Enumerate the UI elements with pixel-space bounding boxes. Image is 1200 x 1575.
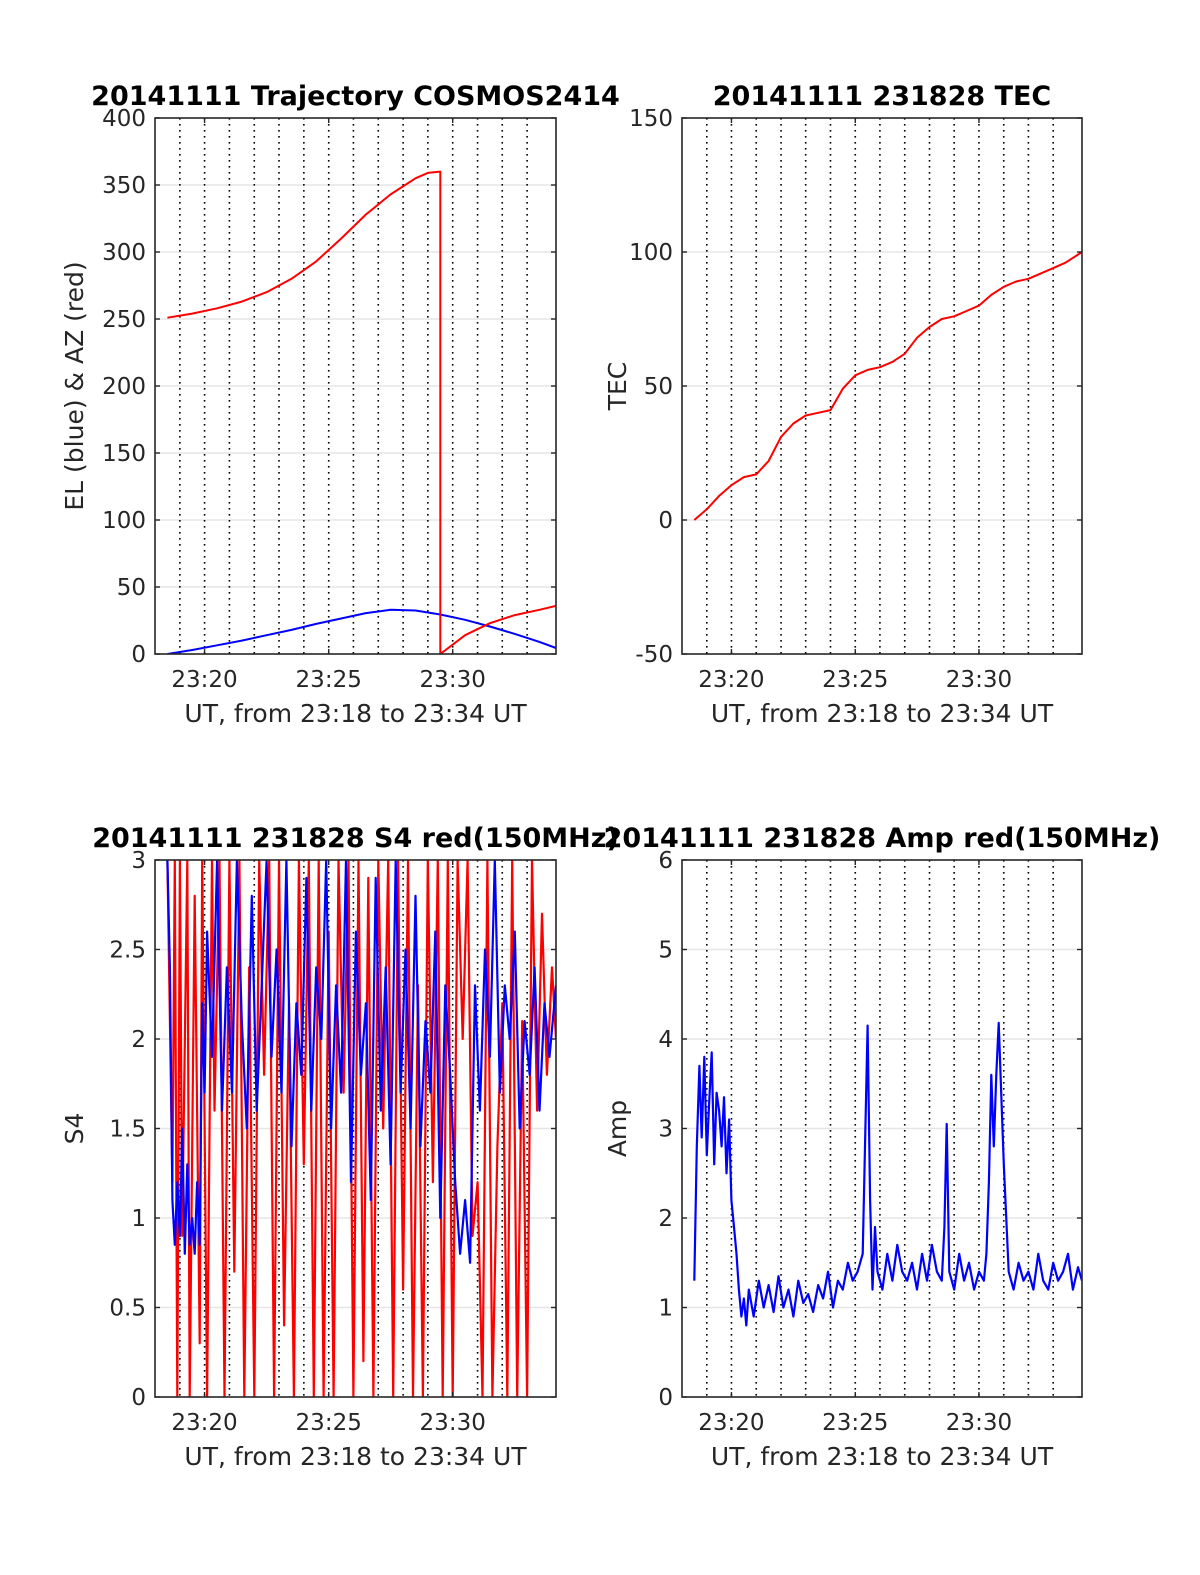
y-tick-label: 150 [629, 106, 673, 132]
y-tick-label: 150 [102, 441, 146, 467]
trajectory-plot: 20141111 Trajectory COSMOS2414 UT, from … [60, 81, 620, 728]
x-axis-label: UT, from 23:18 to 23:34 UT [711, 699, 1054, 728]
x-tick-label: 23:20 [171, 667, 237, 693]
y-tick-label: 1.5 [109, 1117, 146, 1143]
y-axis-label: EL (blue) & AZ (red) [60, 261, 89, 510]
x-tick-label: 23:30 [946, 667, 1012, 693]
plot-title: 20141111 231828 Amp red(150MHz) [604, 823, 1161, 854]
y-tick-label: 200 [102, 374, 146, 400]
x-axis-label: UT, from 23:18 to 23:34 UT [184, 699, 527, 728]
y-tick-label: -50 [635, 642, 673, 668]
y-tick-label: 3 [131, 848, 146, 874]
y-tick-label: 350 [102, 173, 146, 199]
y-tick-label: 0 [658, 508, 673, 534]
y-tick-label: 2.5 [109, 938, 146, 964]
x-tick-label: 23:25 [822, 1410, 888, 1436]
y-tick-label: 100 [102, 508, 146, 534]
x-axis-label: UT, from 23:18 to 23:34 UT [711, 1442, 1054, 1471]
y-tick-label: 4 [658, 1027, 673, 1053]
y-tick-label: 400 [102, 106, 146, 132]
x-axis-label: UT, from 23:18 to 23:34 UT [184, 1442, 527, 1471]
y-tick-label: 250 [102, 307, 146, 333]
x-tick-label: 23:20 [698, 1410, 764, 1436]
y-tick-label: 0 [658, 1385, 673, 1411]
s4-plot: 20141111 231828 S4 red(150MHz) UT, from … [60, 823, 619, 1471]
series-line-1 [166, 860, 556, 1264]
x-tick-label: 23:20 [698, 667, 764, 693]
x-tick-label: 23:30 [420, 1410, 486, 1436]
y-tick-label: 2 [658, 1206, 673, 1232]
y-tick-label: 5 [658, 938, 673, 964]
series-line-0 [693, 251, 1082, 521]
x-tick-label: 23:20 [171, 1410, 237, 1436]
amp-plot: 20141111 231828 Amp red(150MHz) UT, from… [603, 823, 1160, 1471]
y-tick-label: 50 [117, 575, 146, 601]
y-axis-label: Amp [603, 1100, 632, 1157]
series-line-0 [693, 1021, 1082, 1327]
y-tick-label: 1 [131, 1206, 146, 1232]
y-tick-label: 0 [131, 1385, 146, 1411]
x-tick-label: 23:30 [946, 1410, 1012, 1436]
x-tick-label: 23:25 [296, 1410, 362, 1436]
y-tick-label: 6 [658, 848, 673, 874]
y-tick-label: 0 [131, 642, 146, 668]
y-tick-label: 50 [644, 374, 673, 400]
x-tick-label: 23:25 [296, 667, 362, 693]
plot-title: 20141111 Trajectory COSMOS2414 [91, 81, 620, 112]
x-tick-label: 23:25 [822, 667, 888, 693]
plot-title: 20141111 231828 TEC [713, 81, 1052, 112]
y-tick-label: 300 [102, 240, 146, 266]
y-axis-label: S4 [60, 1113, 89, 1145]
y-tick-label: 100 [629, 240, 673, 266]
x-tick-label: 23:30 [420, 667, 486, 693]
y-tick-label: 0.5 [109, 1296, 146, 1322]
y-axis-label: TEC [603, 362, 632, 412]
series-line-0 [167, 608, 556, 654]
plot-title: 20141111 231828 S4 red(150MHz) [92, 823, 619, 854]
y-tick-label: 1 [658, 1296, 673, 1322]
y-tick-label: 2 [131, 1027, 146, 1053]
tec-plot: 20141111 231828 TEC UT, from 23:18 to 23… [603, 81, 1083, 728]
y-tick-label: 3 [658, 1117, 673, 1143]
series-line-1 [167, 170, 556, 654]
